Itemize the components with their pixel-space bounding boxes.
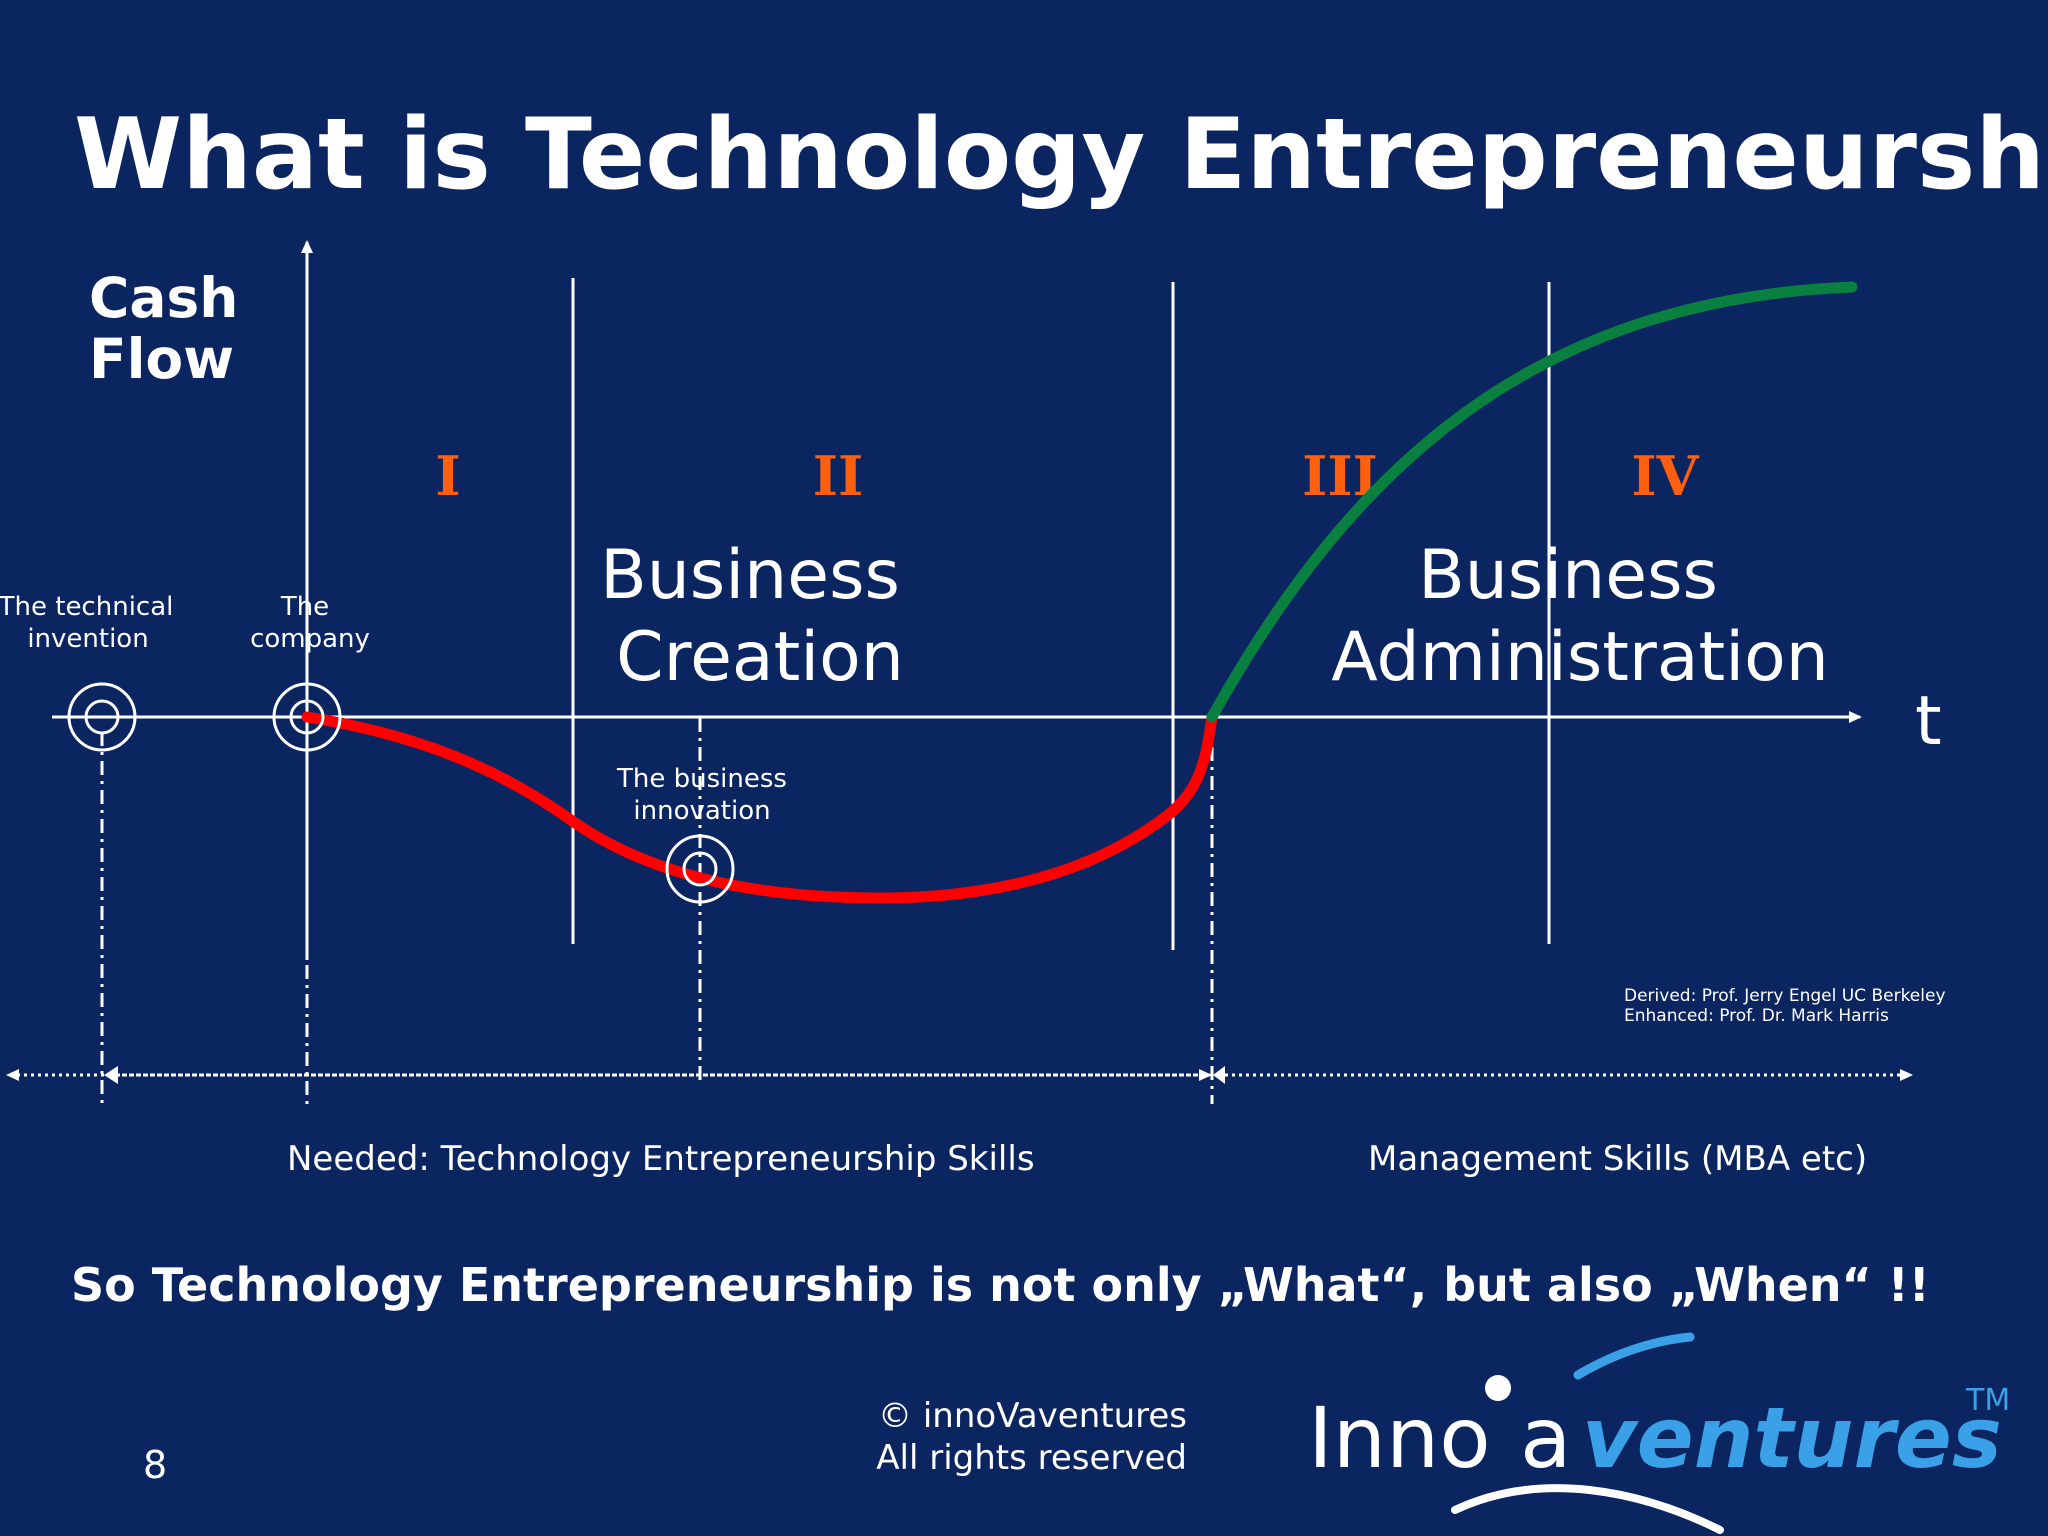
- logo-swoosh-bottom-icon: [1451, 1484, 1724, 1534]
- invention-label-line1: The technical: [0, 592, 173, 622]
- page-number: 8: [143, 1443, 167, 1487]
- logo-trademark: TM: [1965, 1383, 2010, 1418]
- invention-marker-icon: [67, 682, 137, 752]
- invention-label-line2: invention: [27, 624, 148, 654]
- phase-label-1: I: [435, 444, 460, 508]
- logo-part-a: a: [1520, 1389, 1571, 1487]
- x-axis-label: t: [1915, 682, 1942, 761]
- slide-title: What is Technology Entrepreneurship ?: [74, 98, 2048, 212]
- invention-arrow-stop-icon: [104, 1066, 118, 1084]
- phase-label-4: IV: [1631, 444, 1699, 508]
- business-admin-line1: Business: [1418, 536, 1718, 615]
- conclusion-text: So Technology Entrepreneurship is not on…: [71, 1258, 1930, 1312]
- innovation-label-line1: The business: [616, 764, 787, 794]
- y-axis-label-line1: Cash: [89, 266, 238, 330]
- logo-part-inno: Inno: [1308, 1389, 1491, 1487]
- management-arrow-start-icon: [1213, 1066, 1225, 1084]
- logo-dot-icon: [1485, 1375, 1511, 1401]
- positive-cash-flow-curve: [1206, 281, 1858, 723]
- copyright-line1: © innoVaventures: [878, 1396, 1187, 1436]
- skills-left-label: Needed: Technology Entrepreneurship Skil…: [287, 1139, 1035, 1179]
- y-axis-label-line2: Flow: [89, 327, 234, 391]
- credit-enhanced: Enhanced: Prof. Dr. Mark Harris: [1624, 1006, 1889, 1026]
- skills-right-label: Management Skills (MBA etc): [1368, 1139, 1867, 1179]
- innovaventures-logo: Inno a ventures TM: [1308, 1332, 2010, 1534]
- logo-swoosh-top-icon: [1573, 1332, 1695, 1380]
- innovation-label-line2: innovation: [633, 796, 770, 826]
- business-creation-line2: Creation: [616, 618, 904, 697]
- innovation-marker-icon: [665, 834, 735, 904]
- credit-derived: Derived: Prof. Jerry Engel UC Berkeley: [1624, 986, 1946, 1006]
- business-creation-line1: Business: [600, 536, 900, 615]
- company-marker-icon: [272, 682, 342, 752]
- company-label-line2: company: [250, 624, 370, 654]
- business-admin-line2: Administration: [1331, 618, 1829, 697]
- logo-part-ventures: ventures: [1582, 1389, 2002, 1487]
- negative-cash-flow-curve: [301, 711, 1218, 904]
- company-label-line1: The: [280, 592, 329, 622]
- phase-label-2: II: [813, 444, 864, 508]
- copyright-line2: All rights reserved: [876, 1438, 1187, 1478]
